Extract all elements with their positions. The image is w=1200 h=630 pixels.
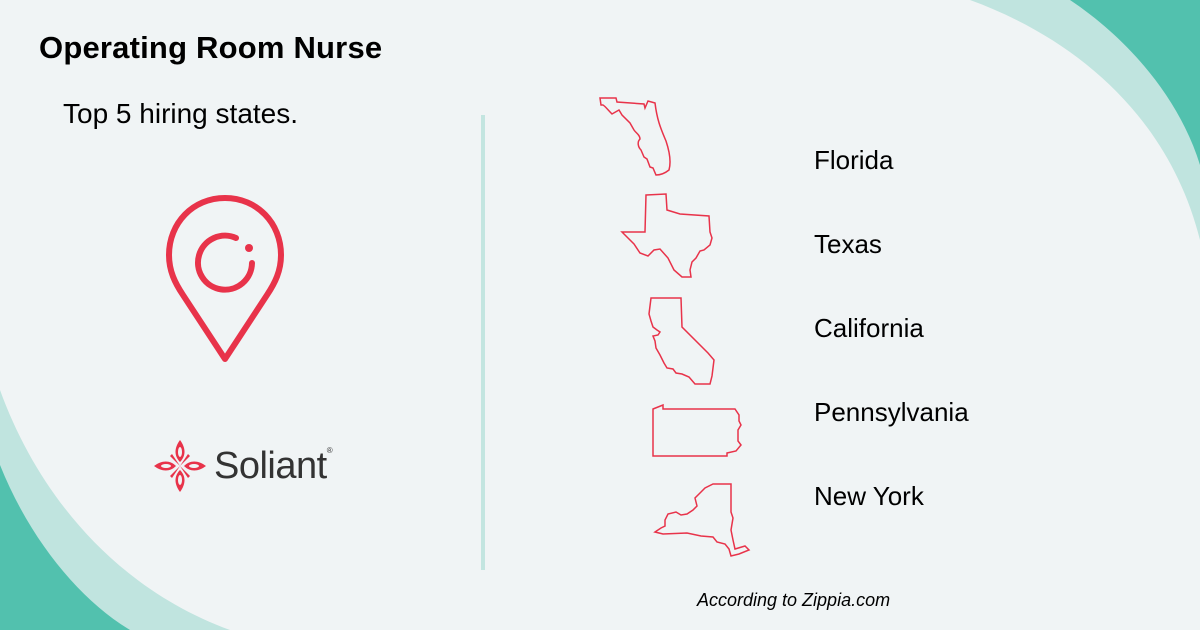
- soliant-wordmark: Soliant: [214, 444, 327, 487]
- soliant-flower-icon: [154, 440, 206, 492]
- new-york-outline-icon: [653, 483, 751, 557]
- texas-outline-icon: [620, 193, 713, 278]
- page-subtitle: Top 5 hiring states.: [63, 98, 299, 129]
- state-label-new-york: New York: [814, 481, 924, 511]
- soliant-logo: Soliant ®: [152, 438, 333, 494]
- state-label-california: California: [814, 313, 924, 343]
- page-title: Operating Room Nurse: [39, 30, 383, 65]
- source-attribution: According to Zippia.com: [697, 590, 891, 610]
- vertical-divider: [481, 115, 485, 570]
- location-pin-icon: [166, 195, 284, 362]
- state-label-pennsylvania: Pennsylvania: [814, 397, 969, 427]
- florida-outline-icon: [599, 97, 671, 176]
- california-outline-icon: [648, 297, 715, 385]
- state-label-texas: Texas: [814, 229, 882, 259]
- registered-mark: ®: [326, 446, 333, 455]
- pennsylvania-outline-icon: [652, 403, 742, 457]
- state-label-florida: Florida: [814, 145, 894, 175]
